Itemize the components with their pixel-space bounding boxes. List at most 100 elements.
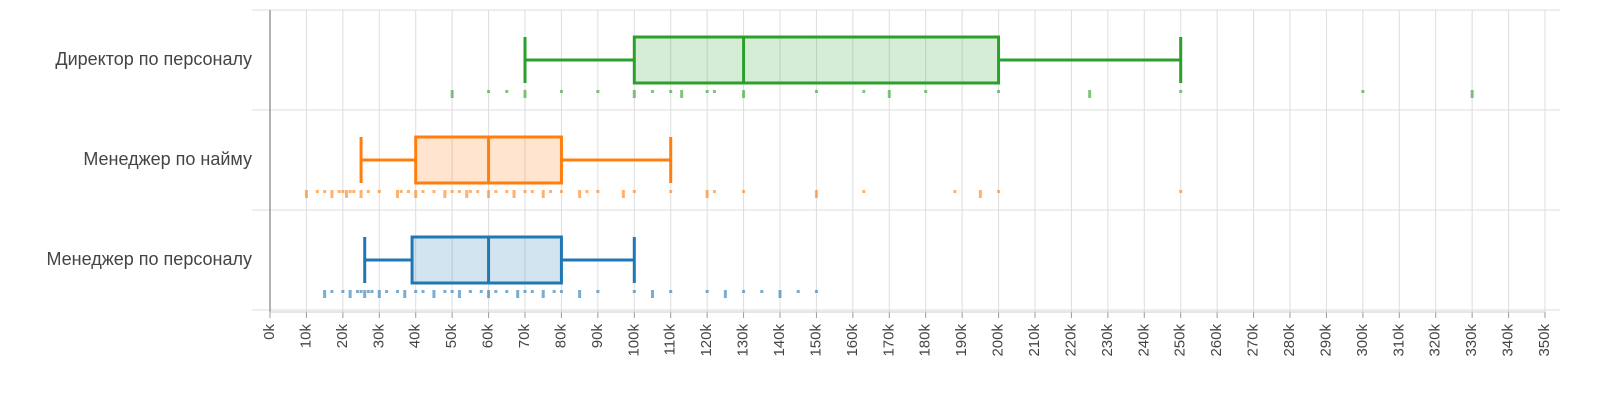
rug-point: [523, 90, 527, 98]
rug-point: [680, 90, 684, 98]
rug-point: [341, 290, 345, 293]
x-tick-label: 40k: [407, 324, 424, 349]
rug-point: [443, 290, 447, 293]
rug-point: [370, 290, 374, 293]
rug-point: [323, 190, 327, 193]
rug-point: [432, 290, 436, 298]
rug-point: [363, 290, 367, 298]
rug-point: [487, 190, 491, 198]
rug-point: [457, 290, 461, 298]
rug-point: [406, 190, 410, 193]
rug-point: [443, 190, 447, 198]
rug-point: [359, 290, 363, 293]
rug-point: [953, 190, 957, 193]
rug-point: [887, 90, 891, 98]
box: [632, 35, 1001, 85]
rug-point: [742, 190, 746, 193]
rug-point: [978, 190, 982, 198]
rug-point: [421, 190, 425, 193]
rug-point: [487, 90, 491, 93]
x-tick-label: 220k: [1062, 324, 1079, 357]
x-tick-label: 320k: [1427, 324, 1444, 357]
x-tick-label: 120k: [698, 324, 715, 357]
x-tick-label: 90k: [589, 324, 606, 349]
rug-point: [494, 190, 498, 193]
rug-point: [479, 290, 483, 293]
rug-point: [712, 90, 716, 93]
rug-point: [814, 90, 818, 93]
rug-point: [778, 290, 782, 298]
x-tick-label: 10k: [297, 324, 314, 349]
rug-point: [924, 90, 928, 93]
rug-point: [1179, 190, 1183, 193]
rug-point: [1470, 90, 1474, 98]
rug-point: [862, 190, 866, 193]
rug-point: [669, 290, 673, 293]
x-tick-label: 210k: [1026, 324, 1043, 357]
x-tick-label: 300k: [1354, 324, 1371, 357]
x-tick-label: 80k: [552, 324, 569, 349]
rug-point: [494, 290, 498, 293]
rug-point: [578, 290, 582, 298]
rug-point: [723, 290, 727, 298]
rug-point: [705, 290, 709, 293]
rug-point: [377, 290, 381, 298]
category-label: Менеджер по персоналу: [46, 249, 252, 269]
x-tick-label: 280k: [1281, 324, 1298, 357]
rug-point: [399, 190, 403, 193]
rug-point: [814, 290, 818, 293]
rug-point: [585, 190, 589, 193]
x-tick-label: 170k: [880, 324, 897, 357]
x-tick-label: 100k: [625, 324, 642, 357]
rug-point: [468, 190, 472, 193]
x-tick-label: 110k: [662, 324, 679, 356]
rug-point: [621, 190, 625, 198]
x-tick-label: 230k: [1099, 324, 1116, 357]
rug-point: [403, 290, 407, 298]
category-label: Директор по персоналу: [55, 49, 252, 69]
x-tick-label: 260k: [1208, 324, 1225, 357]
x-tick-label: 70k: [516, 324, 533, 349]
rug-point: [352, 190, 356, 193]
rug-point: [348, 290, 352, 298]
rug-point: [345, 190, 348, 198]
rug-point: [549, 190, 552, 193]
rug-point: [596, 190, 600, 193]
rug-point: [523, 190, 527, 193]
rug-point: [742, 290, 746, 293]
rug-point: [669, 190, 673, 193]
rug-point: [997, 90, 1001, 93]
rug-point: [457, 190, 461, 193]
rug-point: [559, 90, 563, 93]
x-tick-label: 290k: [1317, 324, 1334, 357]
x-tick-label: 200k: [990, 324, 1007, 357]
rug-point: [359, 190, 363, 198]
rug-point: [468, 290, 472, 293]
rug-point: [330, 190, 334, 198]
x-tick-label: 190k: [953, 324, 970, 357]
rug-point: [651, 90, 654, 93]
rug-point: [530, 290, 534, 293]
rug-point: [796, 290, 800, 293]
rug-point: [997, 190, 1001, 193]
x-tick-label: 60k: [480, 324, 497, 349]
x-tick-label: 50k: [443, 324, 460, 349]
rug-point: [632, 90, 636, 98]
rug-point: [541, 190, 545, 198]
rug-point: [337, 190, 341, 193]
rug-point: [516, 290, 520, 298]
rug-point: [450, 90, 454, 98]
x-tick-label: 150k: [807, 324, 824, 357]
rug-point: [323, 290, 327, 298]
x-tick-label: 0k: [261, 324, 278, 340]
rug-point: [341, 190, 345, 193]
rug-point: [366, 290, 370, 293]
x-tick-label: 20k: [334, 324, 351, 349]
rug-point: [396, 290, 399, 293]
rug-point: [505, 190, 509, 193]
rug-point: [523, 290, 527, 293]
rug-point: [505, 290, 509, 293]
rug-point: [450, 190, 454, 193]
rug-point: [814, 190, 818, 198]
